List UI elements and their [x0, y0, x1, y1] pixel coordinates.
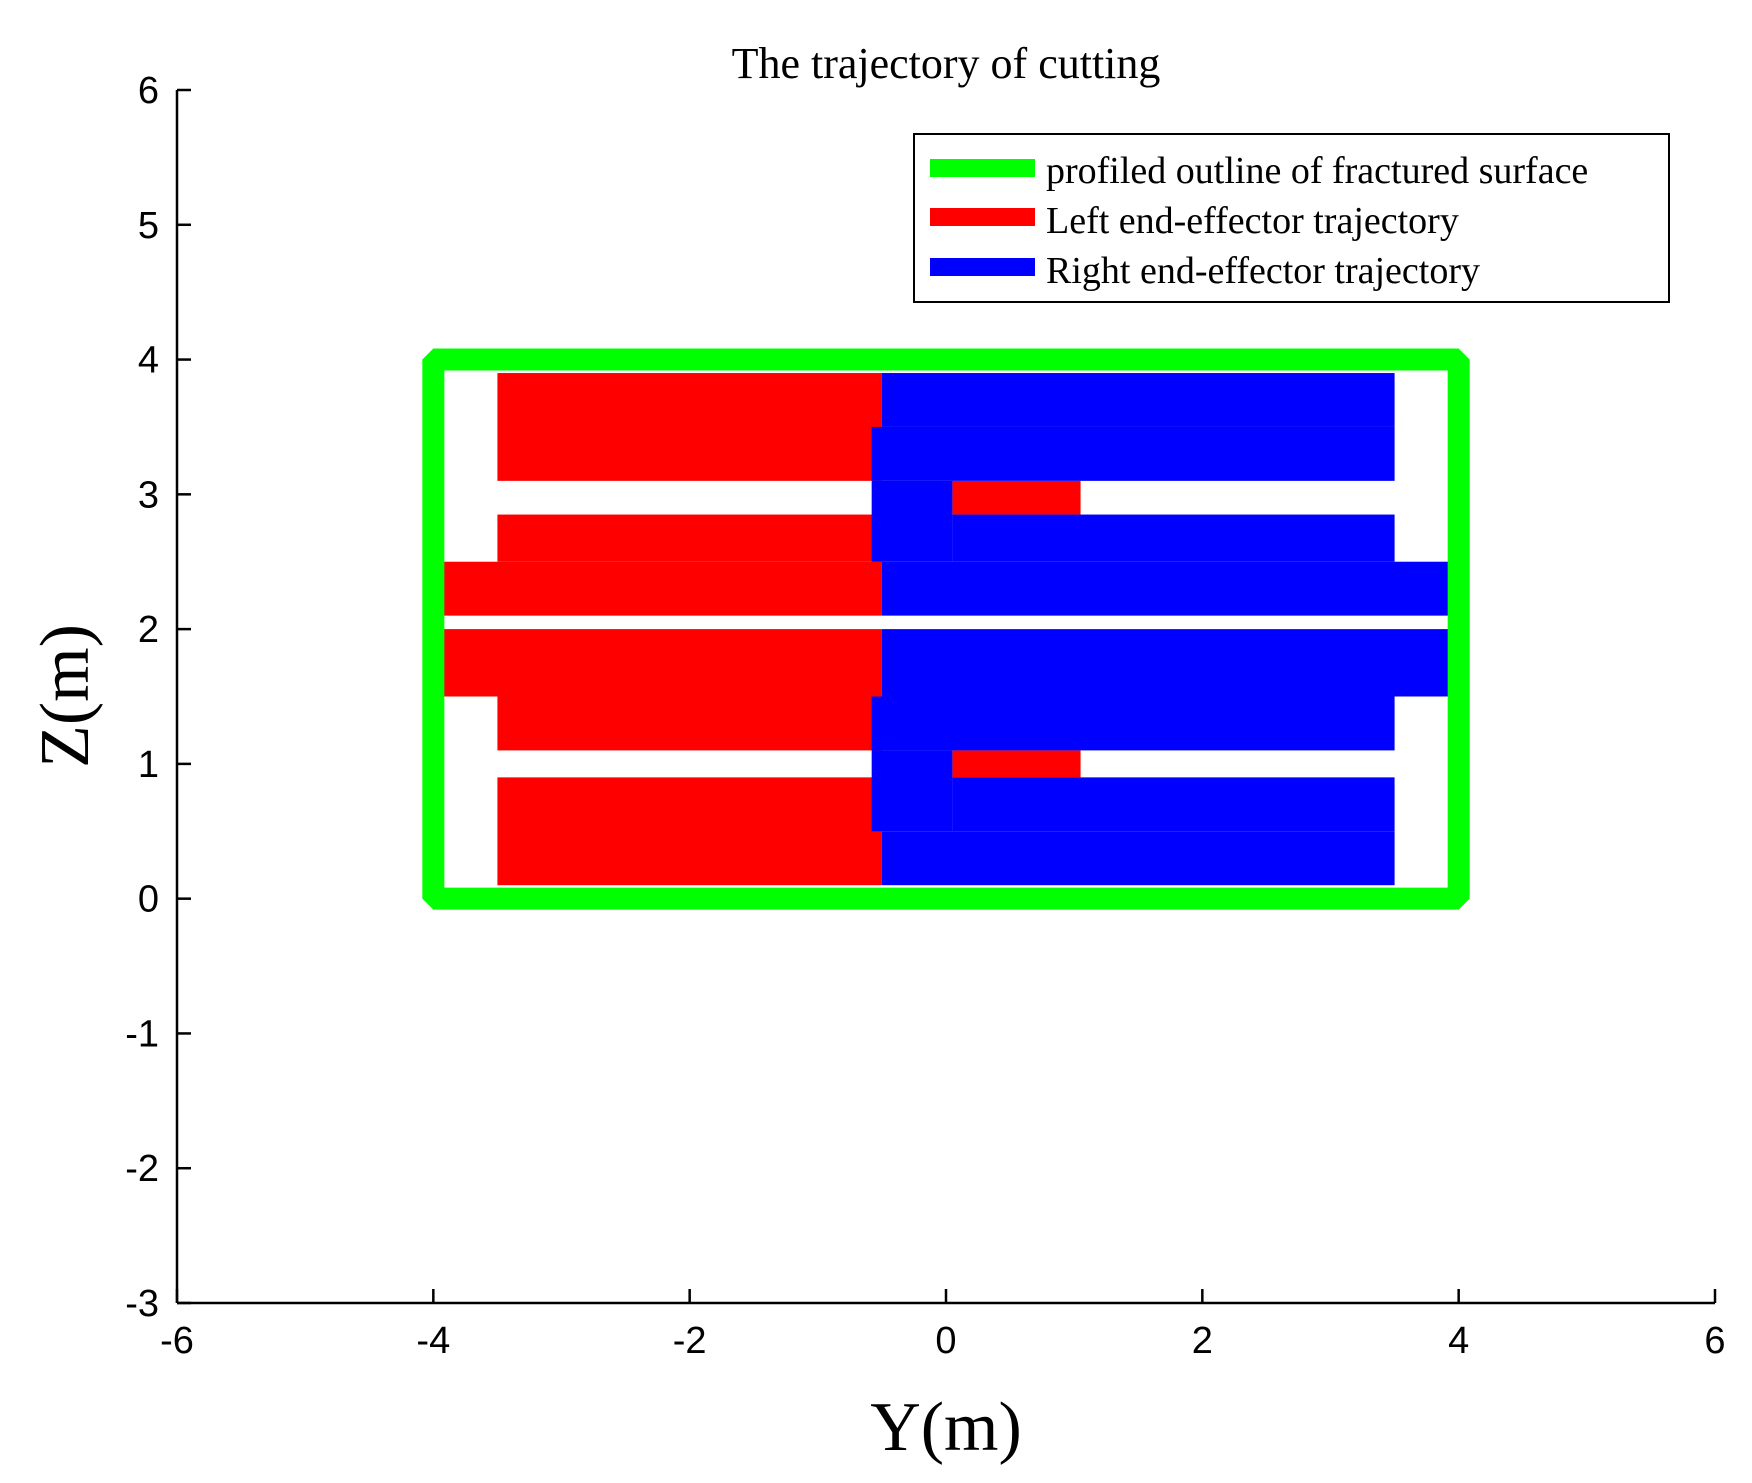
- left-trajectory-region-1: [497, 373, 882, 481]
- x-axis-label: Y(m): [870, 1389, 1022, 1466]
- right-trajectory-region-2: [871, 426, 1395, 481]
- right-trajectory-region-10: [881, 831, 1395, 886]
- right-trajectory-region-5: [881, 561, 1466, 616]
- x-tick-label: -4: [416, 1320, 450, 1362]
- x-tick-label: 4: [1448, 1320, 1469, 1362]
- right-trajectory-region-4: [952, 514, 1395, 562]
- y-tick-label: -2: [125, 1148, 159, 1190]
- y-tick-label: -1: [125, 1013, 159, 1055]
- left-trajectory-region-8: [952, 750, 1081, 778]
- legend-swatch-outline: [930, 159, 1035, 177]
- x-tick-label: -2: [673, 1320, 707, 1362]
- right-trajectory-region-6: [881, 629, 1466, 697]
- left-trajectory-region-7: [952, 480, 1081, 515]
- right-trajectory-region-1: [881, 373, 1395, 427]
- y-tick-label: 4: [138, 340, 159, 382]
- y-tick-label: 6: [138, 70, 159, 112]
- legend-label-right: Right end-effector trajectory: [1046, 250, 1480, 292]
- legend-label-outline: profiled outline of fractured surface: [1046, 150, 1588, 192]
- x-tick-label: 0: [935, 1320, 956, 1362]
- right-trajectory-region-8: [871, 750, 953, 832]
- legend: profiled outline of fractured surface Le…: [913, 133, 1670, 303]
- fractured-surface-outline: [422, 348, 1470, 910]
- y-tick-label: 2: [138, 609, 159, 651]
- legend-label-left: Left end-effector trajectory: [1046, 200, 1459, 242]
- y-tick-label: 3: [138, 474, 159, 516]
- y-tick-label: -3: [125, 1283, 159, 1325]
- y-tick-label: 5: [138, 205, 159, 247]
- left-trajectory-region-6: [497, 777, 882, 886]
- legend-box: [913, 133, 1670, 303]
- left-trajectory-region-2: [497, 514, 882, 562]
- right-trajectory-region-7: [871, 696, 1395, 751]
- y-tick-label: 0: [138, 879, 159, 921]
- y-tick-label: 1: [138, 744, 159, 786]
- right-trajectory-region-9: [952, 777, 1395, 832]
- left-trajectory-region-4: [426, 629, 882, 697]
- right-trajectory-region-3: [871, 480, 953, 562]
- y-axis-label: Z(m): [27, 624, 104, 768]
- left-trajectory-region-3: [426, 561, 882, 616]
- x-tick-label: -6: [160, 1320, 194, 1362]
- chart-title: The trajectory of cutting: [732, 39, 1161, 88]
- legend-swatch-left: [930, 208, 1035, 226]
- left-trajectory-region-5: [497, 696, 882, 751]
- x-tick-label: 2: [1192, 1320, 1213, 1362]
- plot-area: [422, 348, 1470, 910]
- legend-swatch-right: [930, 258, 1035, 276]
- axis-ticks: -6 -4 -2 0 2 4 6 -3 -2 -1 0 1 2 3 4 5 6: [125, 70, 1725, 1362]
- x-tick-label: 6: [1704, 1320, 1725, 1362]
